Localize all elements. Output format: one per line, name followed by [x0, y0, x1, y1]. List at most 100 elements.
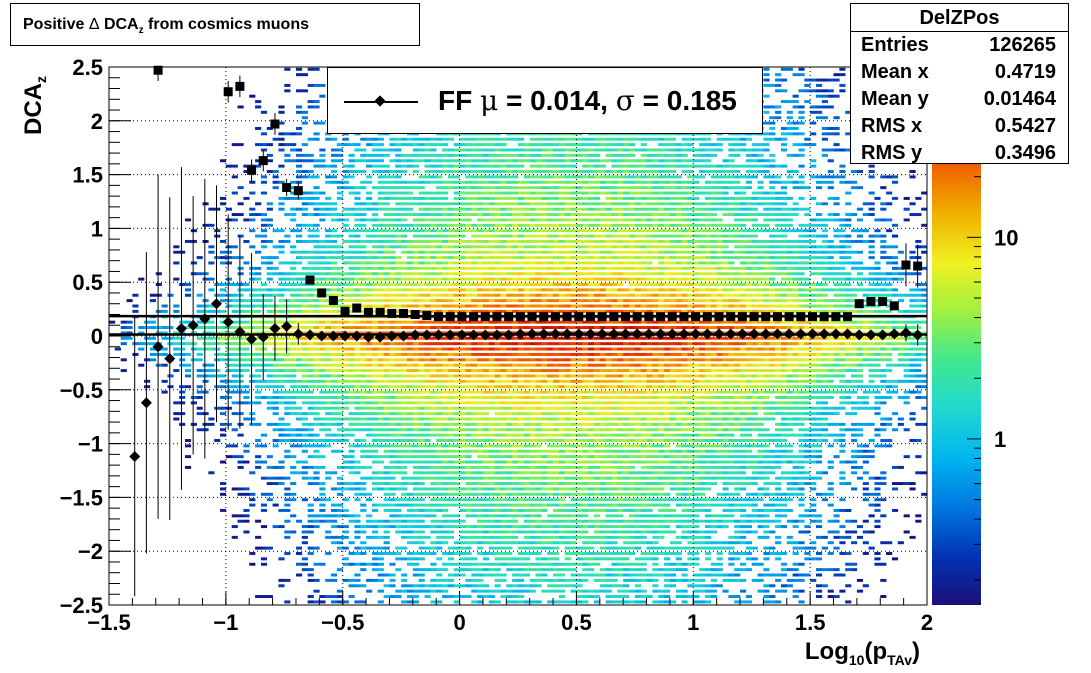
heatmap-cell [307, 229, 314, 233]
heatmap-cell [231, 309, 238, 313]
heatmap-cell [430, 293, 437, 297]
heatmap-cell [249, 309, 256, 313]
heatmap-cell [202, 239, 209, 243]
heatmap-cell [395, 508, 402, 512]
heatmap-cell [412, 186, 419, 190]
heatmap-cell [342, 525, 349, 529]
heatmap-cell [266, 272, 273, 276]
heatmap-cell [301, 213, 308, 217]
heatmap-cell [237, 460, 244, 464]
heatmap-cell [488, 482, 495, 486]
heatmap-cell [371, 352, 379, 356]
heatmap-cell [231, 331, 238, 335]
heatmap-cell [547, 272, 554, 276]
heatmap-cell [366, 320, 373, 324]
heatmap-cell [477, 482, 484, 486]
heatmap-cell [453, 584, 460, 588]
heatmap-cell [553, 304, 560, 308]
heatmap-cell [231, 347, 238, 351]
heatmap-cell [482, 261, 490, 265]
heatmap-cell [436, 320, 443, 324]
heatmap-cell [447, 385, 455, 389]
heatmap-cell [482, 439, 490, 442]
heatmap-cell [471, 428, 478, 432]
heatmap-cell [377, 573, 384, 577]
heatmap-cell [500, 595, 507, 599]
heatmap-cell [237, 299, 244, 303]
heatmap-cell [331, 406, 338, 410]
heatmap-cell [541, 428, 548, 432]
heatmap-cell [149, 347, 157, 351]
heatmap-cell [220, 379, 227, 383]
heatmap-cell [255, 320, 262, 324]
heatmap-cell [529, 589, 536, 593]
heatmap-cell [424, 256, 431, 260]
heatmap-cell [471, 390, 478, 394]
heatmap-cell [389, 460, 396, 464]
heatmap-cell [284, 498, 291, 502]
heatmap-cell [126, 336, 133, 340]
heatmap-cell [366, 342, 373, 346]
heatmap-cell [319, 304, 326, 308]
heatmap-cell [319, 272, 326, 276]
heatmap-cell [541, 148, 548, 152]
heatmap-cell [506, 175, 513, 179]
heatmap-cell [518, 342, 525, 346]
heatmap-cell [482, 530, 490, 534]
heatmap-cell [570, 568, 577, 572]
heatmap-cell [512, 272, 519, 276]
heatmap-cell [447, 363, 455, 367]
heatmap-cell [453, 266, 460, 270]
heatmap-cell [266, 293, 273, 297]
heatmap-cell [494, 266, 501, 270]
heatmap-cell [331, 293, 338, 297]
heatmap-cell [260, 342, 268, 346]
heatmap-cell [278, 304, 285, 308]
heatmap-cell [284, 449, 291, 453]
heatmap-cell [500, 196, 507, 200]
heatmap-cell [401, 428, 408, 432]
heatmap-cell [342, 218, 349, 222]
heatmap-cell [558, 541, 566, 545]
heatmap-cell [389, 503, 396, 507]
heatmap-cell [173, 261, 180, 265]
heatmap-cell [523, 304, 530, 308]
heatmap-cell [313, 256, 320, 260]
heatmap-cell [547, 153, 554, 157]
heatmap-cell [442, 519, 449, 523]
heatmap-cell [477, 223, 484, 227]
heatmap-cell [518, 487, 525, 491]
heatmap-cell [488, 444, 495, 448]
heatmap-cell [459, 363, 466, 367]
heatmap-cell [389, 234, 396, 238]
heatmap-cell [307, 67, 314, 71]
heatmap-cell [266, 455, 273, 459]
heatmap-cell [371, 331, 379, 335]
heatmap-cell [482, 562, 490, 566]
heatmap-cell [325, 250, 332, 254]
heatmap-cell [412, 433, 419, 437]
heatmap-cell [553, 557, 560, 561]
heatmap-cell [523, 519, 530, 523]
heatmap-cell [459, 213, 466, 217]
heatmap-cell [436, 218, 443, 222]
heatmap-cell [290, 379, 297, 383]
heatmap-cell [331, 159, 338, 163]
heatmap-cell [523, 196, 530, 200]
heatmap-cell [401, 460, 408, 464]
heatmap-cell [424, 191, 431, 195]
heatmap-cell [535, 535, 542, 539]
heatmap-cell [529, 552, 536, 555]
heatmap-cell [377, 428, 384, 432]
heatmap-cell [512, 584, 519, 588]
heatmap-cell [354, 428, 361, 432]
heatmap-cell [336, 277, 344, 281]
heatmap-cell [383, 299, 390, 303]
heatmap-cell [348, 358, 355, 362]
heatmap-cell [523, 541, 530, 545]
heatmap-cell [442, 465, 449, 469]
heatmap-cell [336, 272, 344, 276]
heatmap-cell [564, 352, 571, 356]
heatmap-cell [512, 433, 519, 437]
heatmap-cell [494, 584, 501, 588]
